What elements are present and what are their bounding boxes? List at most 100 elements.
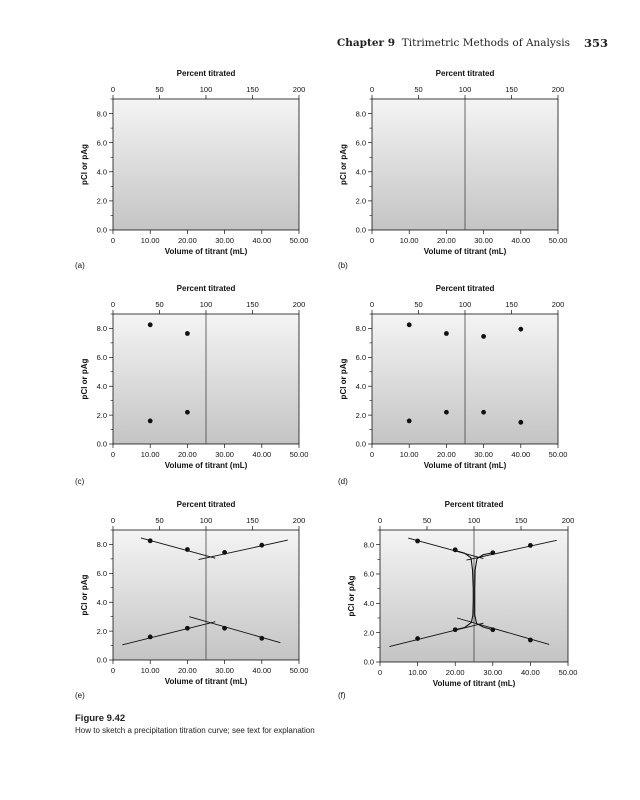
top-axis-tick-label: 200 [552,85,565,94]
x-axis-tick-label: 10.00 [141,236,160,245]
page-header: Chapter 9 Titrimetric Methods of Analysi… [0,0,640,60]
x-axis-tick-label: 40.00 [511,236,530,245]
x-axis-tick-label: 0 [111,666,115,675]
y-axis-tick-label: 4.0 [356,382,366,391]
top-axis-tick-label: 50 [414,300,422,309]
top-axis-tick-label: 200 [293,300,306,309]
x-axis-tick-label: 0 [370,236,374,245]
x-axis-tick-label: 30.00 [215,236,234,245]
top-axis-tick-label: 100 [459,85,472,94]
x-axis-tick-label: 0 [111,450,115,459]
data-point [481,333,486,339]
data-point [222,549,228,555]
data-point [185,331,190,336]
top-axis-tick-label: 0 [370,85,374,94]
data-point [147,634,153,640]
top-axis-tick-label: 50 [423,516,431,525]
top-axis-tick-label: 0 [370,300,374,309]
data-point [222,625,228,631]
top-axis-tick-label: 0 [111,85,115,94]
y-axis-tick-label: 2.0 [97,627,107,636]
figure-label: Figure 9.42 [75,713,126,724]
chapter-number: 9 [387,37,396,49]
x-axis-tick-label: 20.00 [437,450,456,459]
chart-panel-2: 0 50 100 150 200 Percent titrated 0 10.00 20.00 3… [338,69,567,270]
sketch-line [466,539,557,561]
top-axis-tick-label: 50 [155,85,163,94]
top-axis-tick-label: 0 [378,516,382,525]
panel-label: (e) [75,691,85,700]
sketch-line [189,616,281,644]
running-head: Chapter 9 Titrimetric Methods of Analysi… [337,37,570,49]
x-axis-tick-label: 10.00 [400,236,419,245]
data-point [185,625,190,631]
y-axis-title: pCl or pAg [80,358,89,399]
data-point [490,550,496,556]
x-axis-tick-label: 40.00 [521,668,540,677]
data-point [452,547,458,553]
x-axis-tick-label: 50.00 [290,450,309,459]
y-axis-tick-label: 8.0 [356,324,366,333]
data-point [490,627,496,633]
x-axis-tick-label: 40.00 [511,450,530,459]
y-axis-tick-label: 8.0 [97,109,107,118]
top-axis-tick-label: 50 [414,85,422,94]
y-axis-tick-label: 6.0 [356,353,366,362]
y-axis-tick-label: 4.0 [97,167,107,176]
x-axis-tick-label: 20.00 [178,666,197,675]
data-point [147,322,153,328]
top-axis-title: Percent titrated [436,69,495,78]
x-axis-title: Volume of titrant (mL) [165,461,248,470]
data-point [406,418,412,424]
top-axis-tick-label: 100 [200,300,213,309]
x-axis-tick-label: 10.00 [141,450,160,459]
x-axis-tick-label: 50.00 [559,668,578,677]
y-axis-tick-label: 2.0 [356,411,366,420]
sketch-line [140,537,216,559]
data-point [415,636,420,641]
top-axis-title: Percent titrated [436,284,495,293]
panel-label: (a) [75,261,85,270]
y-axis-tick-label: 4.0 [356,167,366,176]
data-point [444,331,449,336]
panel-label: (b) [338,261,348,270]
y-axis-tick-label: 6.0 [97,353,107,362]
caption-text: How to sketch a precipitation titration … [75,726,315,735]
top-axis-tick-label: 200 [293,516,306,525]
x-axis-tick-label: 0 [111,236,115,245]
x-axis-title: Volume of titrant (mL) [433,679,516,688]
chart-panel-3: 0 50 100 150 200 Percent titrated 0 10.00 20.00 3… [75,284,308,486]
y-axis-tick-label: 2.0 [97,411,107,420]
top-axis-tick-label: 100 [200,85,213,94]
x-axis-tick-label: 50.00 [290,666,309,675]
chart-panel-1: 0 50 100 150 200 Percent titrated 0 10.00 20.00 3… [75,69,308,270]
data-point [444,409,449,415]
chart-panel-4: 0 50 100 150 200 Percent titrated 0 10.00 20.00 3… [338,284,567,486]
x-axis-tick-label: 20.00 [178,236,197,245]
data-point [415,538,420,544]
x-axis-tick-label: 50.00 [549,450,568,459]
data-point [185,409,190,415]
y-axis-title: pCl or pAg [347,575,356,616]
x-axis-title: Volume of titrant (mL) [424,461,507,470]
x-axis-tick-label: 30.00 [474,450,493,459]
y-axis-tick-label: 0.0 [356,226,366,235]
panel-label: (c) [75,477,85,486]
y-axis-tick-label: 6.0 [97,138,107,147]
top-axis-tick-label: 200 [562,516,575,525]
x-axis-title: Volume of titrant (mL) [165,677,248,686]
data-point [518,326,524,332]
top-axis-tick-label: 150 [246,300,259,309]
figure-caption: Figure 9.42 How to sketch a precipitatio… [75,713,315,735]
top-axis-title: Percent titrated [177,69,236,78]
top-axis-tick-label: 50 [155,516,163,525]
data-point [528,543,533,548]
x-axis-tick-label: 30.00 [474,236,493,245]
data-point [406,322,412,328]
sketch-line [389,622,484,648]
y-axis-tick-label: 8.0 [97,540,107,549]
y-axis-tick-label: 0.0 [97,440,107,449]
x-axis-tick-label: 10.00 [408,668,427,677]
x-axis-tick-label: 20.00 [446,668,465,677]
x-axis-title: Volume of titrant (mL) [424,247,507,256]
